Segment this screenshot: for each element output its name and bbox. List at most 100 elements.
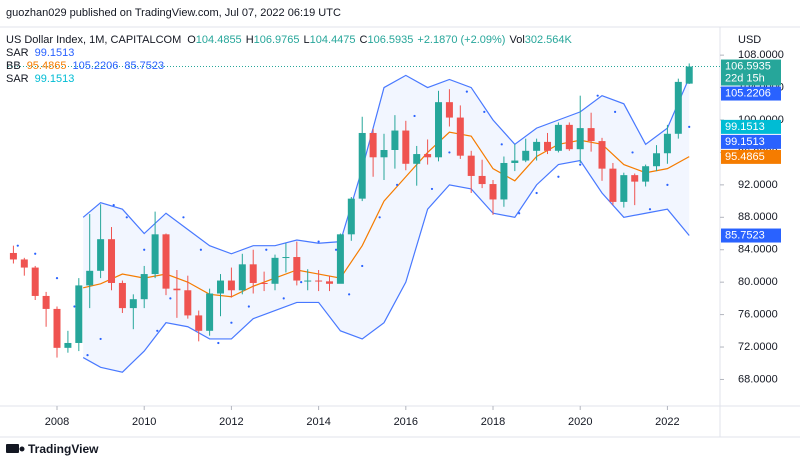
bb-upper: 105.2206 — [72, 60, 118, 72]
sar-dot — [688, 125, 691, 128]
candle-body — [402, 130, 410, 164]
candle-body — [544, 141, 552, 151]
sar-dot — [361, 264, 364, 268]
candle-body — [391, 130, 399, 150]
candle-body — [587, 128, 595, 142]
candle-body — [489, 184, 497, 200]
candle-body — [598, 141, 606, 169]
candle-body — [31, 267, 39, 296]
sar-dot — [55, 277, 59, 280]
ohlc-value: 104.4475 — [310, 34, 356, 46]
sar-dot — [596, 94, 599, 97]
ohlc-label: H — [246, 34, 254, 46]
candle-body — [631, 175, 639, 182]
candle-body — [435, 102, 443, 158]
bb-lower: 85.7523 — [124, 60, 164, 72]
sar-dot — [169, 297, 172, 300]
sar-dot — [16, 244, 19, 247]
candle-body — [315, 280, 323, 282]
legend-main: US Dollar Index, 1M, CAPITALCOM O104.4855… — [6, 34, 573, 46]
y-tick-label: 76.0000 — [738, 309, 778, 321]
sar-dot — [648, 208, 652, 211]
volume: 302.564K — [525, 34, 573, 46]
candle-body — [129, 299, 137, 309]
price-tag — [721, 134, 781, 149]
sar-dot — [300, 281, 303, 284]
price-tag-label: 106.5935 — [725, 60, 771, 72]
symbol: US Dollar Index, 1M, CAPITALCOM — [6, 34, 181, 46]
bb-middle: 95.4865 — [27, 60, 67, 72]
sar-dot — [613, 110, 617, 113]
band-upper — [82, 74, 690, 255]
x-tick-label: 2012 — [219, 416, 243, 428]
sar-dot — [247, 305, 250, 308]
candle-body — [500, 162, 508, 200]
sar-dot — [465, 90, 468, 93]
sar-dot — [348, 293, 351, 296]
sar-value: 99.1513 — [35, 47, 75, 59]
y-tick-label: 68.0000 — [738, 373, 778, 385]
sar-dot — [518, 212, 521, 215]
candle-body — [42, 295, 50, 309]
candle-body — [478, 175, 486, 185]
price-tag — [721, 228, 781, 243]
band-lower — [82, 159, 690, 373]
candle-body — [173, 288, 181, 291]
ohlc-value: 106.9765 — [254, 34, 300, 46]
candle-body — [576, 128, 584, 150]
candle-body — [64, 342, 72, 348]
price-tag — [721, 149, 781, 164]
candle-body — [260, 282, 268, 284]
sar-dot — [230, 321, 233, 324]
sar-dot — [112, 204, 115, 207]
x-tick-label: 2020 — [568, 416, 592, 428]
candle-body — [642, 166, 650, 182]
price-tag-label: 99.1513 — [725, 121, 765, 133]
candle-body — [467, 155, 475, 176]
sar-dot — [199, 248, 202, 251]
sar-dot — [86, 354, 89, 357]
candle-body — [97, 239, 105, 271]
candle-body — [347, 198, 355, 235]
candle-body — [358, 132, 366, 199]
candle-body — [195, 315, 203, 331]
sar-dot — [156, 329, 159, 332]
candle-body — [369, 132, 377, 158]
legend-bb: BB 95.4865 105.2206 85.7523 — [6, 60, 164, 72]
ohlc-label: O — [187, 34, 196, 46]
candle-body — [293, 257, 301, 281]
sar-dot — [448, 151, 451, 154]
y-tick-label: 88.0000 — [738, 211, 778, 223]
price-tag — [721, 86, 781, 101]
sar-dot — [265, 248, 268, 251]
candle-body — [140, 274, 148, 300]
candle-body — [511, 160, 519, 163]
band-middle — [83, 131, 690, 298]
candle-body — [413, 154, 421, 164]
sar-dot — [557, 175, 560, 178]
x-tick-label: 2010 — [132, 416, 156, 428]
currency: USD — [738, 34, 761, 46]
candle-body — [445, 102, 453, 118]
sar-dot — [413, 114, 416, 118]
candle-body — [533, 141, 541, 151]
candle-body — [304, 280, 312, 282]
candle-body — [249, 264, 257, 283]
sar-dot — [395, 183, 399, 186]
sar-dot — [73, 305, 76, 308]
sar-dot — [317, 240, 320, 243]
sar-dot — [143, 248, 146, 251]
candle-body — [674, 81, 682, 134]
ohlc-value: 106.5935 — [368, 34, 414, 46]
candle-body — [609, 168, 617, 202]
price-tag-label: 85.7523 — [725, 229, 765, 241]
candle-body — [565, 124, 573, 150]
sar-dot — [99, 337, 102, 341]
price-tag-label: 105.2206 — [725, 87, 771, 99]
sar-dot — [666, 183, 669, 186]
sar-dot — [631, 151, 634, 154]
volume-label: Vol — [509, 34, 524, 46]
sar-dot — [430, 187, 434, 191]
candle-body — [184, 290, 192, 316]
